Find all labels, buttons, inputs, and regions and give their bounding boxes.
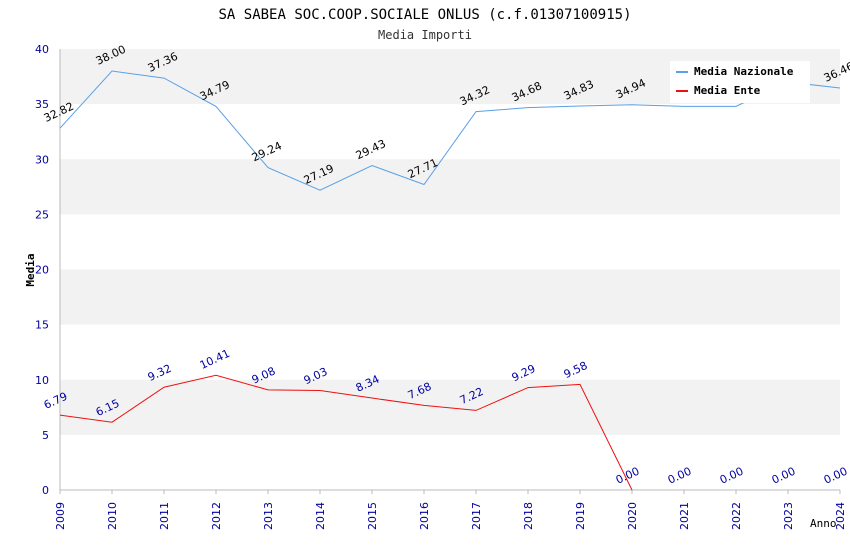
y-axis-ticks: 0 5 10 15 20 25 30 35 40 [35, 43, 49, 497]
series-line-media-ente [59, 374, 633, 491]
x-axis-ticks: 2009 2010 2011 2012 2013 2014 2015 2016 2017 2018… [54, 490, 847, 530]
grid-band [60, 159, 840, 215]
y-tick-label: 30 [35, 153, 49, 166]
grid-band [60, 379, 840, 435]
y-tick-label: 25 [35, 208, 49, 221]
grid-band [60, 269, 840, 325]
legend-label-nazionale: Media Nazionale [694, 65, 794, 78]
x-tick-label: 2011 [158, 502, 171, 530]
y-axis-label: Media [24, 253, 37, 286]
axes [59, 49, 840, 491]
chart-subtitle: Media Importi [378, 28, 472, 42]
x-tick-label: 2021 [678, 502, 691, 530]
x-tick-label: 2013 [262, 502, 275, 530]
x-tick-label: 2019 [574, 502, 587, 530]
data-label: 0.00 [822, 465, 850, 487]
x-tick-label: 2024 [834, 502, 847, 530]
data-label: 0.00 [614, 465, 642, 487]
x-tick-label: 2012 [210, 502, 223, 530]
x-tick-label: 2023 [782, 502, 795, 530]
series-line-media-nazionale [59, 70, 841, 191]
x-axis-label: Anno [810, 517, 837, 530]
y-tick-label: 5 [42, 429, 49, 442]
y-tick-label: 20 [35, 264, 49, 277]
data-label: 0.00 [770, 465, 798, 487]
x-tick-label: 2009 [54, 502, 67, 530]
legend-box [670, 61, 810, 103]
grid-bands [60, 49, 840, 435]
x-tick-label: 2014 [314, 502, 327, 530]
data-label: 9.58 [562, 359, 590, 381]
x-tick-label: 2010 [106, 502, 119, 530]
data-label: 0.00 [718, 465, 746, 487]
y-tick-label: 0 [42, 484, 49, 497]
legend-label-ente: Media Ente [694, 84, 761, 97]
data-label: 10.41 [198, 347, 232, 372]
x-tick-label: 2018 [522, 502, 535, 530]
y-tick-label: 35 [35, 98, 49, 111]
legend: Media Nazionale Media Ente [670, 61, 810, 103]
x-tick-label: 2016 [418, 502, 431, 530]
data-label: 0.00 [666, 465, 694, 487]
x-tick-label: 2022 [730, 502, 743, 530]
y-tick-label: 40 [35, 43, 49, 56]
x-tick-label: 2017 [470, 502, 483, 530]
x-tick-label: 2015 [366, 502, 379, 530]
x-tick-label: 2020 [626, 502, 639, 530]
y-tick-label: 10 [35, 374, 49, 387]
chart-title: SA SABEA SOC.COOP.SOCIALE ONLUS (c.f.013… [218, 7, 631, 23]
data-label: 29.43 [354, 137, 388, 162]
y-tick-label: 15 [35, 319, 49, 332]
